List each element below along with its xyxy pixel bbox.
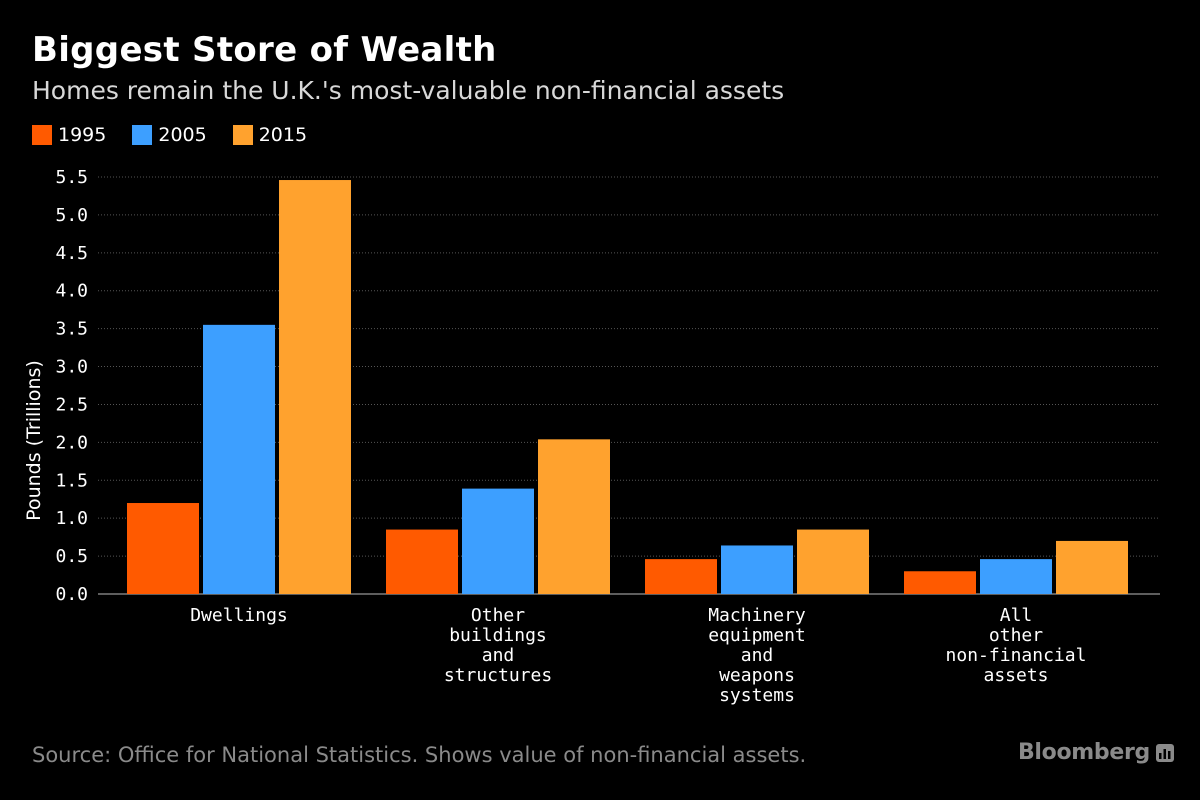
x-category-label: Machinery — [708, 605, 806, 626]
x-category-label: and — [482, 645, 515, 666]
x-category-label: weapons — [719, 665, 795, 686]
source-note: Source: Office for National Statistics. … — [32, 743, 807, 767]
x-category-label: All — [1000, 605, 1033, 626]
x-category-label: systems — [719, 685, 795, 706]
y-tick-label: 1.5 — [55, 470, 88, 491]
legend-swatch-2015 — [232, 125, 253, 145]
legend-swatch-1995 — [32, 125, 52, 145]
bar-2005-2 — [721, 545, 793, 594]
x-category-label: Other — [471, 605, 525, 626]
x-category-label: assets — [983, 665, 1048, 686]
bar-1995-0 — [127, 503, 199, 594]
y-tick-label: 3.0 — [55, 357, 88, 378]
y-tick-label: 1.0 — [55, 508, 88, 529]
y-axis-label: Pounds (Trillions) — [23, 360, 45, 521]
x-category-label: buildings — [449, 625, 547, 646]
legend-item-2015: 2015 — [232, 124, 308, 146]
bloomberg-logo: Bloomberg — [1018, 740, 1174, 765]
bar-2005-0 — [203, 324, 275, 594]
y-tick-label: 4.5 — [55, 243, 88, 264]
bloomberg-wordmark: Bloomberg — [1017, 740, 1150, 765]
chart-title: Biggest Store of Wealth — [32, 30, 497, 70]
y-tick-label: 5.5 — [55, 167, 88, 188]
y-tick-label: 5.0 — [55, 205, 88, 226]
bar-1995-3 — [904, 571, 976, 594]
legend-item-2005: 2005 — [132, 124, 207, 146]
y-tick-label: 2.0 — [55, 432, 88, 453]
x-category-label: other — [989, 625, 1043, 646]
legend: 1995 2005 2015 — [32, 124, 333, 146]
bar-2015-3 — [1056, 540, 1128, 594]
legend-item-1995: 1995 — [32, 124, 106, 146]
y-tick-label: 0.5 — [55, 546, 88, 567]
x-category-label: non-financial — [946, 645, 1087, 666]
bar-2015-2 — [797, 529, 869, 594]
legend-label-2015: 2015 — [258, 124, 308, 146]
y-tick-label: 2.5 — [55, 394, 88, 415]
legend-label-2005: 2005 — [158, 124, 207, 146]
legend-swatch-2005 — [132, 125, 153, 145]
bar-2015-1 — [538, 439, 610, 594]
y-tick-label: 0.0 — [55, 584, 88, 605]
x-category-label: structures — [444, 665, 552, 686]
legend-label-1995: 1995 — [58, 124, 107, 146]
bar-2005-1 — [462, 488, 534, 594]
bar-1995-2 — [645, 559, 717, 594]
x-category-label: equipment — [708, 625, 806, 646]
y-tick-label: 4.0 — [55, 281, 88, 302]
bar-2015-0 — [279, 180, 351, 595]
chart-subtitle: Homes remain the U.K.'s most-valuable no… — [32, 76, 785, 105]
x-category-label: and — [741, 645, 774, 666]
bloomberg-chart-icon — [1156, 743, 1174, 762]
bar-1995-1 — [386, 529, 458, 594]
y-tick-label: 3.5 — [55, 319, 88, 340]
bar-2005-3 — [980, 559, 1052, 594]
x-category-label: Dwellings — [190, 605, 288, 626]
